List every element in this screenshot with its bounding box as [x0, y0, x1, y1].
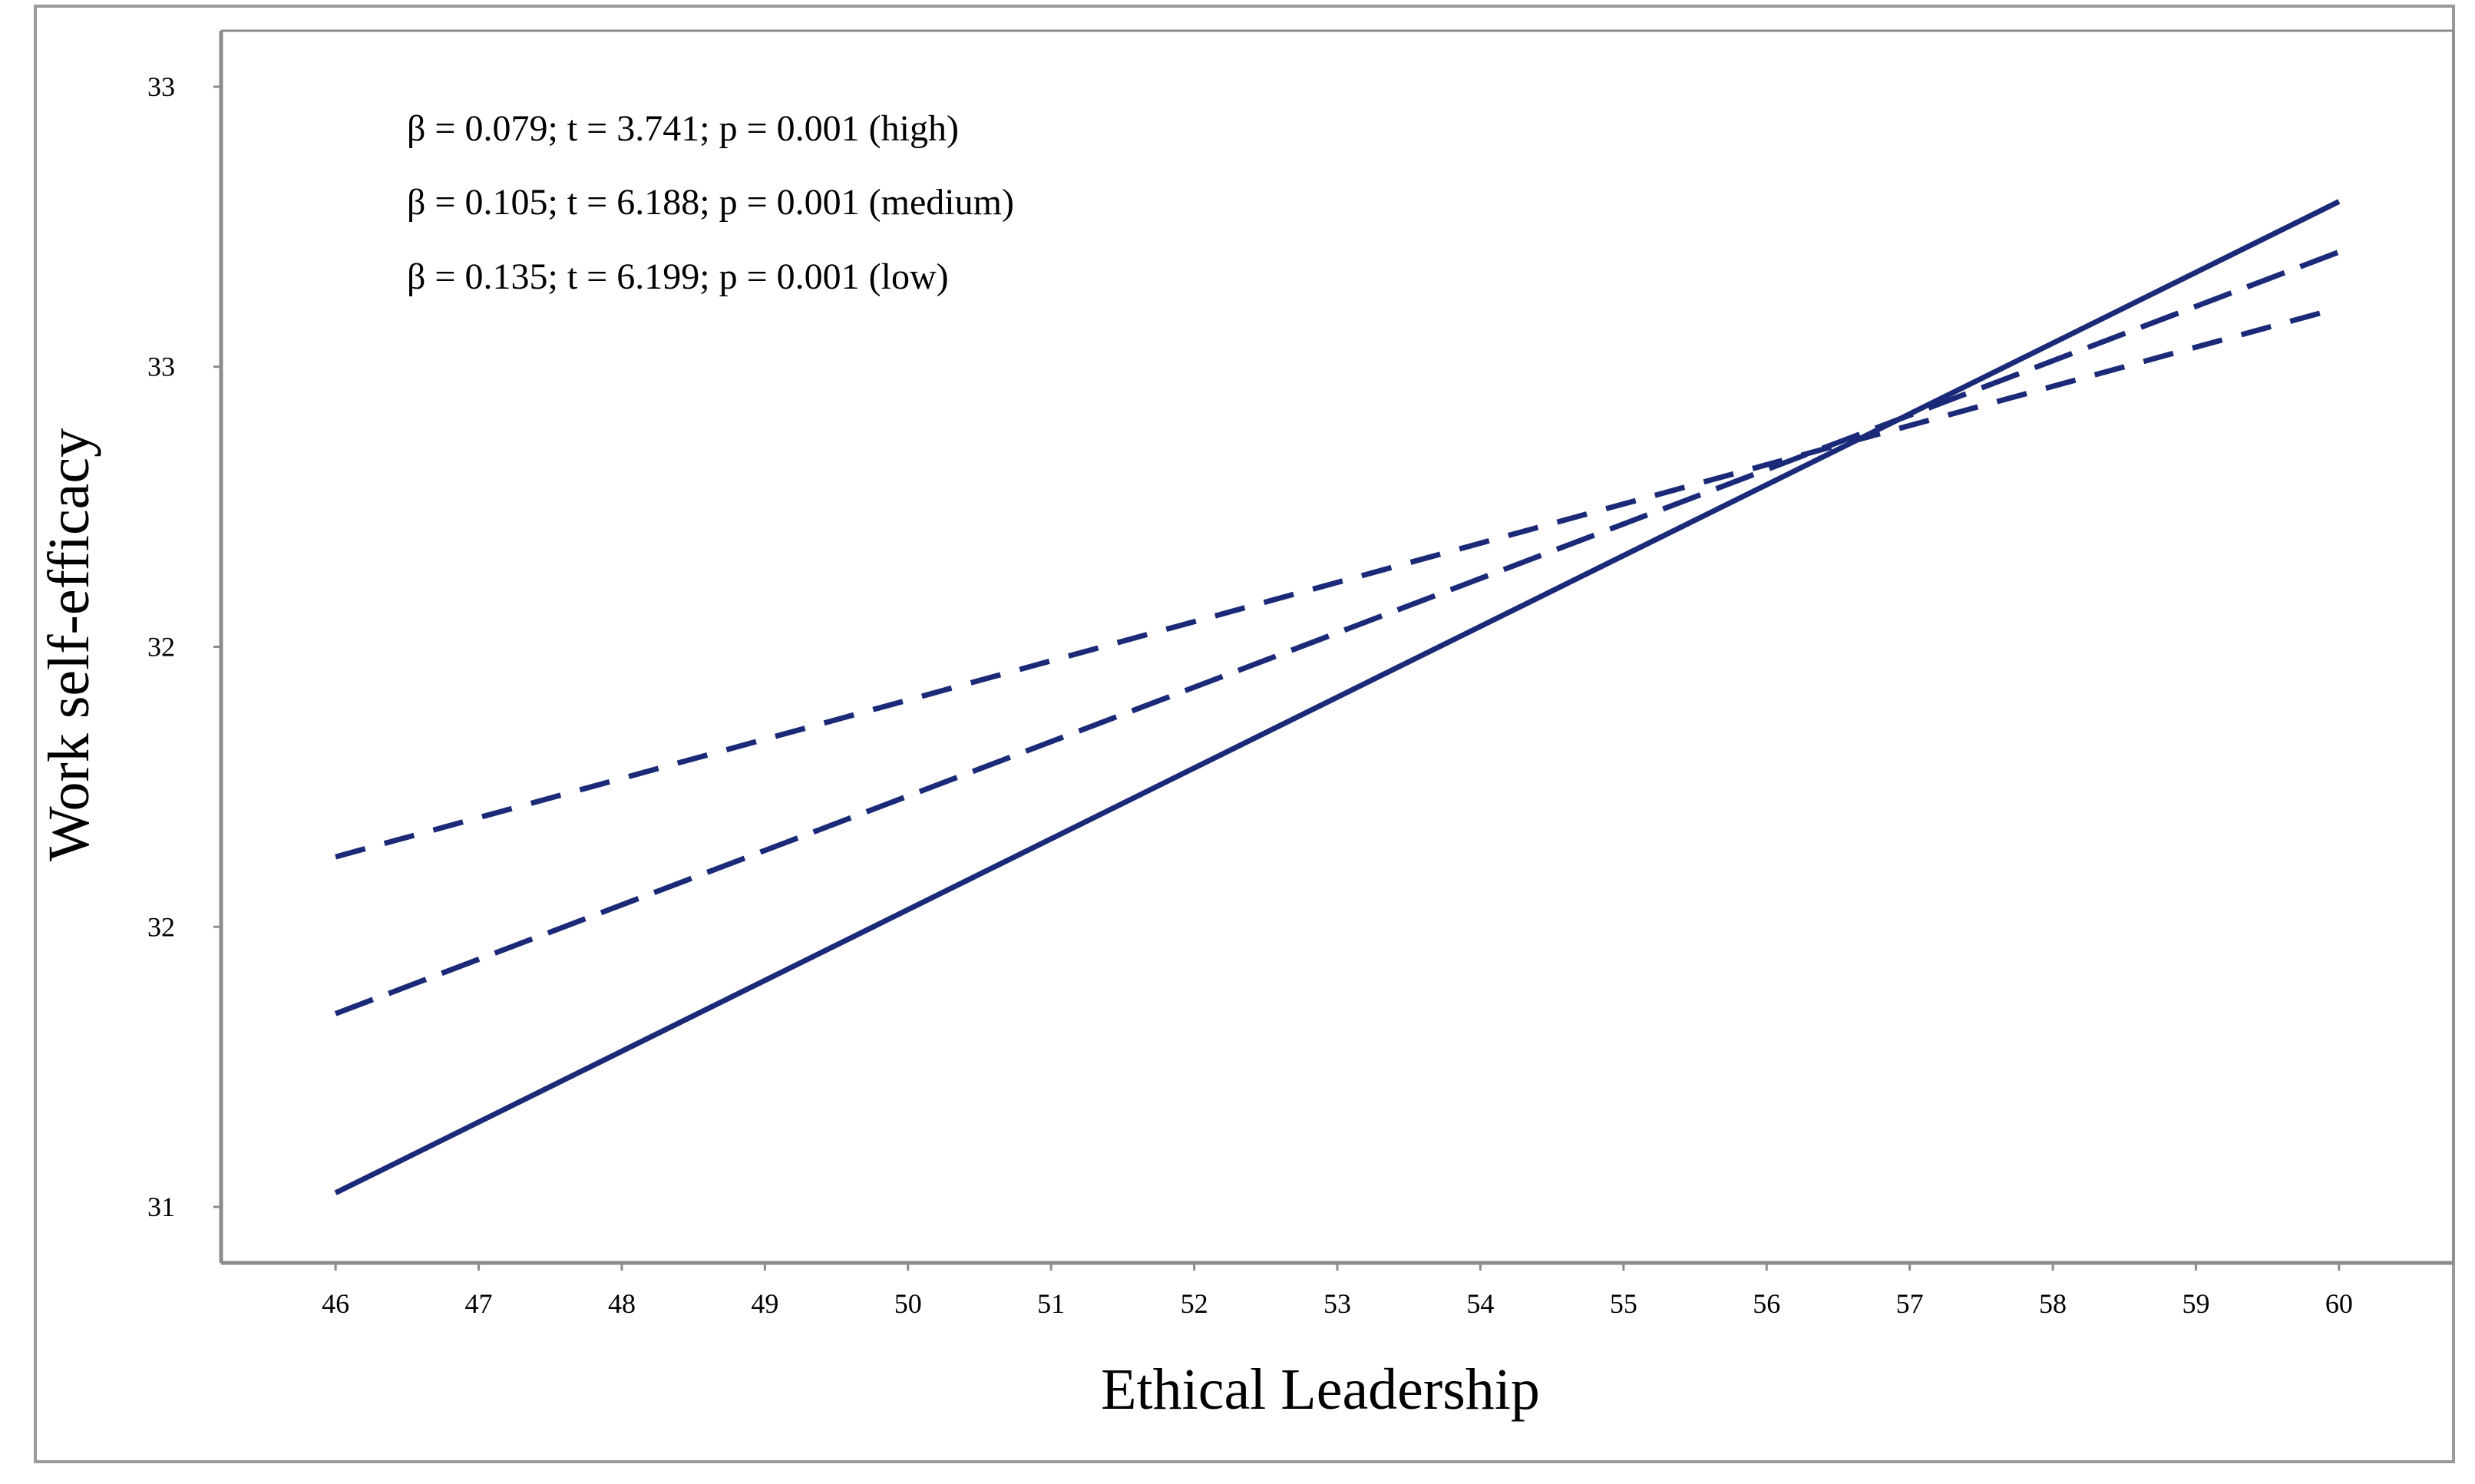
x-tick-label: 51 — [1037, 1288, 1065, 1319]
x-tick-label: 60 — [2325, 1288, 2353, 1319]
y-tick-label: 33 — [147, 352, 175, 382]
x-ticks: 46 47 48 49 50 51 52 53 54 55 56 57 58 59 60 — [322, 1263, 2353, 1319]
annotation-high: β = 0.079; t = 3.741; p = 0.001 (high) — [407, 108, 959, 149]
y-ticks: 31 32 32 33 33 — [147, 71, 221, 1222]
series-line-medium — [334, 249, 2341, 1016]
figure-frame — [34, 5, 2455, 1463]
x-tick-label: 46 — [322, 1288, 349, 1319]
annotation-medium: β = 0.105; t = 6.188; p = 0.001 (medium) — [407, 182, 1014, 223]
y-tick-label: 31 — [147, 1191, 175, 1222]
x-tick-label: 59 — [2182, 1288, 2209, 1319]
series-line-low — [335, 305, 2340, 860]
y-axis-title: Work self-efficacy — [37, 428, 101, 861]
x-tick-label: 48 — [608, 1288, 636, 1319]
plot-area: 46 47 48 49 50 51 52 53 54 55 56 57 58 59 60 313232333… — [147, 29, 2455, 1319]
x-tick-label: 47 — [465, 1288, 493, 1319]
x-tick-label: 58 — [2039, 1288, 2067, 1319]
series-group — [334, 199, 2341, 1195]
y-tick-label: 33 — [147, 71, 175, 102]
y-tick-label: 32 — [147, 632, 175, 663]
y-tick-label: 32 — [147, 911, 175, 942]
x-tick-label: 57 — [1896, 1288, 1924, 1319]
x-tick-label: 56 — [1753, 1288, 1780, 1319]
x-tick-label: 50 — [894, 1288, 922, 1319]
x-tick-label: 55 — [1610, 1288, 1637, 1319]
x-axis-title: Ethical Leadership — [1101, 1357, 1540, 1422]
x-tick-label: 52 — [1181, 1288, 1208, 1319]
x-tick-label: 53 — [1323, 1288, 1351, 1319]
annotation-low: β = 0.135; t = 6.199; p = 0.001 (low) — [407, 256, 949, 297]
annotations: β = 0.079; t = 3.741; p = 0.001 (high) β… — [407, 108, 1014, 297]
x-tick-label: 54 — [1466, 1288, 1494, 1319]
series-line-high — [334, 199, 2341, 1195]
x-tick-label: 49 — [751, 1288, 778, 1319]
